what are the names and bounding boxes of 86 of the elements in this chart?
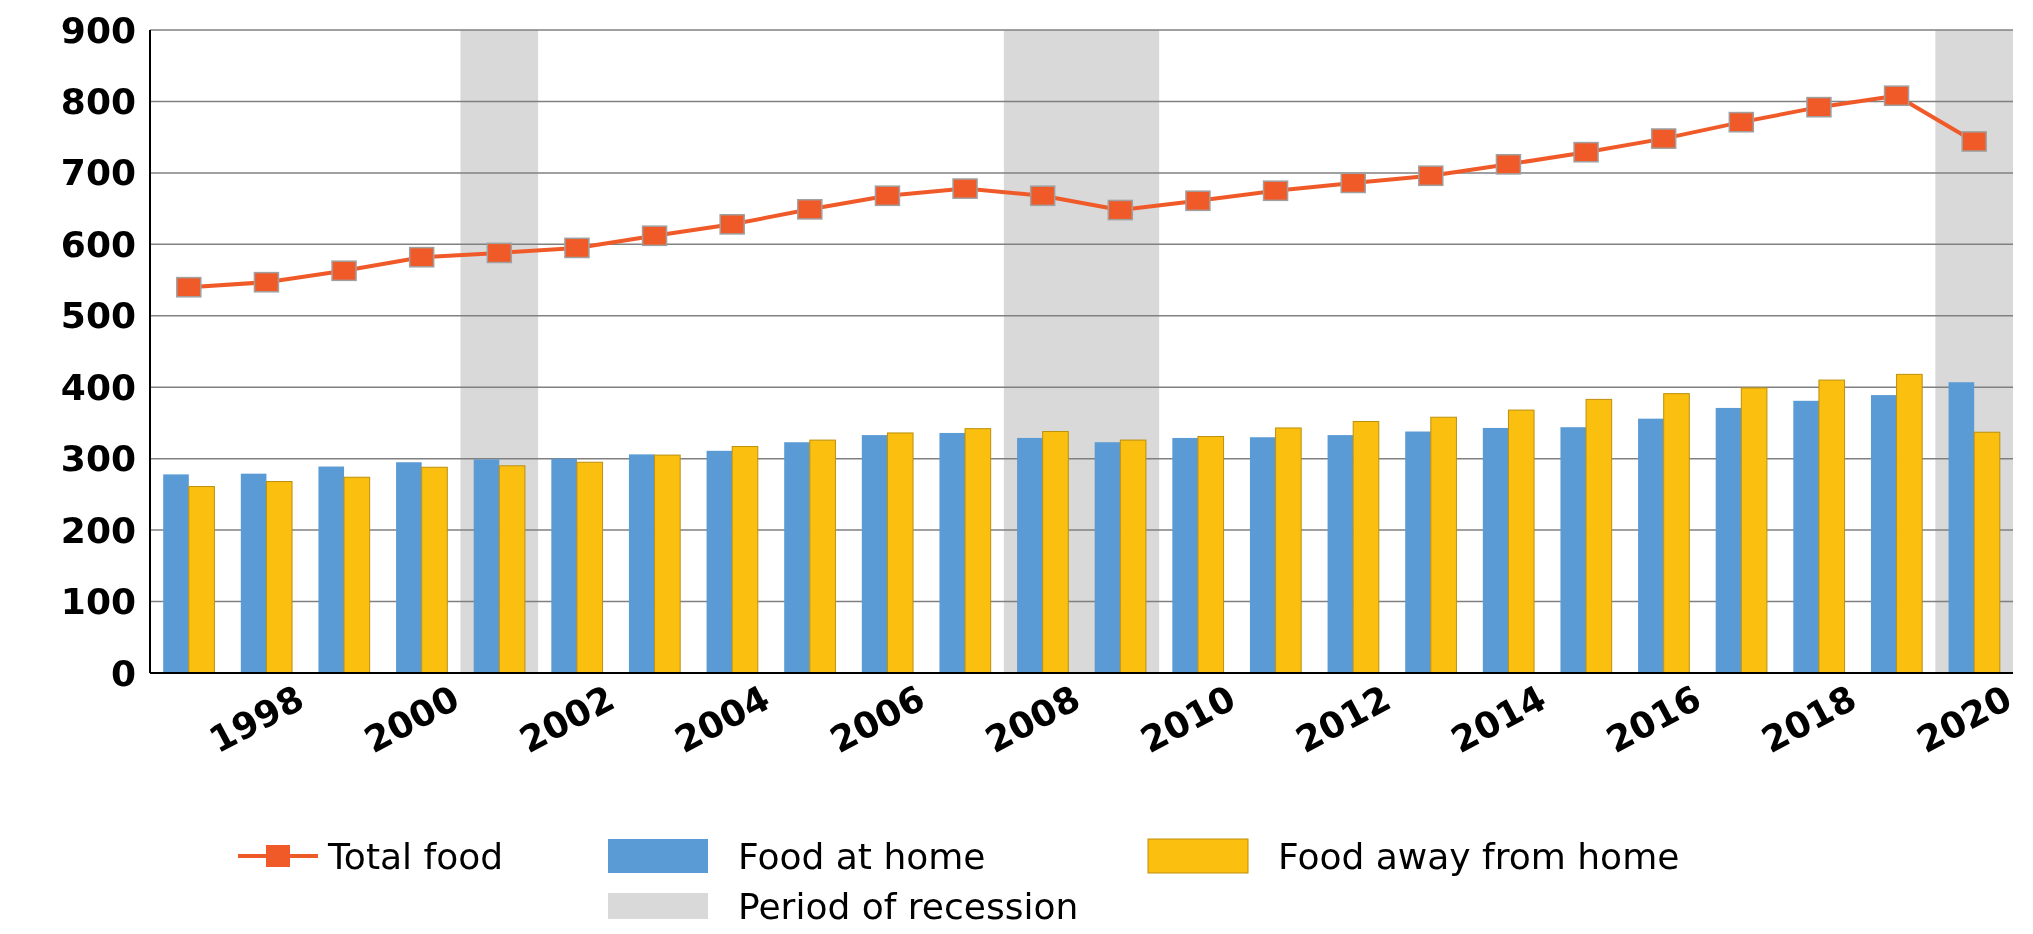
bar — [1197, 436, 1225, 674]
point — [1728, 111, 1755, 133]
bar — [188, 486, 215, 674]
point — [1107, 199, 1134, 221]
y-tick-label: 600 — [60, 223, 136, 265]
point — [253, 271, 280, 293]
point — [1961, 131, 1987, 152]
bar — [1715, 407, 1742, 673]
y-tick-label: 100 — [60, 581, 136, 623]
bar — [1663, 393, 1690, 674]
point — [1418, 165, 1444, 187]
bar — [706, 450, 733, 673]
bar — [1793, 400, 1819, 673]
bar — [861, 435, 888, 673]
legend-label: Food at home — [738, 835, 986, 877]
point — [1650, 128, 1677, 149]
bar — [1094, 442, 1121, 673]
point — [797, 198, 823, 220]
bar — [240, 473, 267, 673]
bar — [1507, 409, 1535, 674]
y-tick-label: 800 — [60, 81, 136, 123]
bar — [1948, 382, 1975, 673]
point — [564, 237, 590, 259]
point — [874, 185, 901, 207]
y-tick-label: 500 — [60, 295, 136, 337]
point — [952, 178, 978, 199]
bar — [1638, 418, 1664, 673]
bar — [576, 461, 604, 674]
point — [331, 260, 357, 282]
y-tick-label: 300 — [60, 438, 136, 480]
bar — [1482, 427, 1509, 673]
bar — [1172, 437, 1198, 673]
bar — [886, 432, 914, 674]
bar — [1585, 398, 1613, 674]
bar — [1352, 421, 1380, 674]
bar — [654, 454, 681, 674]
bar — [1896, 373, 1923, 674]
y-tick-label: 0 — [110, 652, 136, 694]
point — [1495, 153, 1522, 175]
bar — [1818, 379, 1846, 674]
bar — [421, 466, 448, 674]
bar — [784, 442, 810, 673]
bar — [498, 465, 526, 674]
bar — [473, 459, 500, 673]
bar — [628, 454, 655, 673]
y-tick-label: 900 — [60, 9, 136, 51]
bar — [551, 458, 577, 673]
bar — [1017, 437, 1043, 673]
bar — [343, 476, 371, 674]
y-tick-label: 200 — [60, 509, 136, 551]
point — [1573, 141, 1599, 163]
bar — [1405, 431, 1431, 673]
bar — [1430, 416, 1457, 674]
point — [1340, 172, 1366, 194]
point — [408, 246, 435, 268]
point — [176, 276, 202, 298]
point — [1185, 190, 1211, 212]
bar — [1042, 431, 1069, 674]
bar — [809, 439, 836, 674]
bar — [1327, 435, 1354, 673]
bar — [163, 474, 189, 673]
bar — [731, 446, 759, 674]
point — [641, 225, 668, 247]
bar — [1973, 431, 2001, 674]
bar — [964, 428, 992, 674]
point — [719, 213, 745, 235]
bar — [1275, 427, 1302, 674]
bar — [1740, 387, 1768, 674]
bar — [1249, 437, 1276, 673]
point — [486, 242, 513, 264]
y-tick-label: 400 — [60, 366, 136, 408]
point — [1806, 96, 1832, 118]
bar — [1560, 427, 1587, 673]
point — [1262, 180, 1289, 202]
y-tick-label: 700 — [60, 152, 136, 194]
bar — [1119, 439, 1147, 674]
bar — [939, 432, 966, 673]
point — [1029, 185, 1056, 207]
legend-label: Period of recession — [738, 885, 1079, 927]
point — [1883, 85, 1910, 107]
legend-label: Total food — [327, 835, 504, 877]
bar — [1870, 395, 1897, 673]
legend-label: Food away from home — [1278, 835, 1680, 877]
bar — [265, 481, 293, 674]
bar — [396, 462, 422, 673]
bar — [318, 466, 345, 673]
